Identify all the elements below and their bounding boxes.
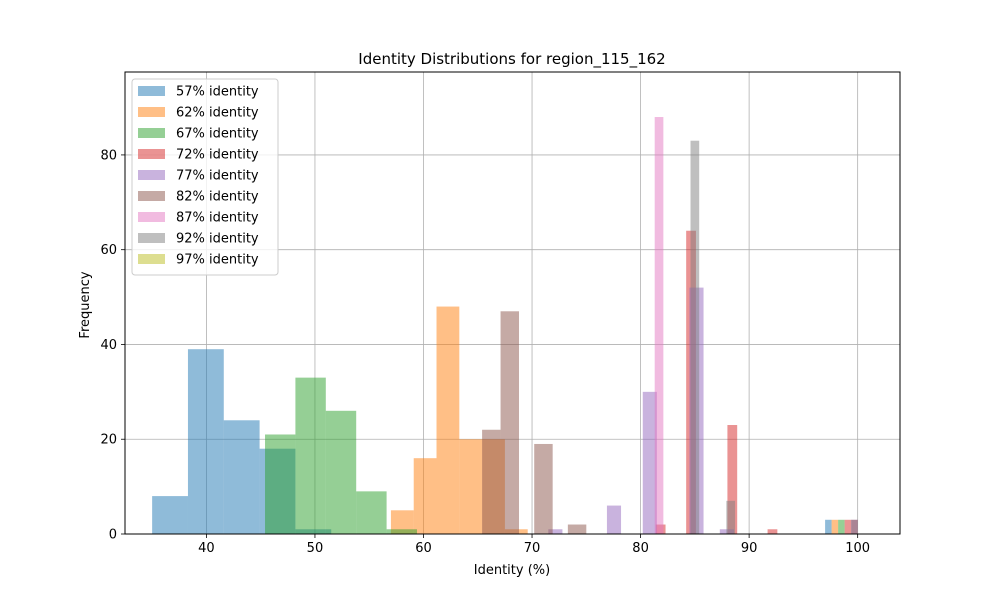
legend-label: 67% identity: [176, 127, 259, 142]
histogram-bar: [851, 519, 858, 534]
y-tick-label: 60: [100, 243, 117, 258]
x-tick-label: 90: [741, 541, 758, 556]
legend-label: 72% identity: [176, 148, 259, 163]
histogram-bar: [548, 529, 563, 534]
histogram-bar: [152, 496, 188, 534]
legend-label: 87% identity: [176, 211, 259, 226]
histogram-bar: [567, 524, 587, 534]
x-tick-label: 50: [307, 541, 324, 556]
series-3-bars: [265, 377, 845, 534]
series-7-bars: [654, 117, 664, 534]
y-tick-label: 40: [100, 338, 117, 353]
histogram-bar: [844, 519, 852, 534]
x-tick-label: 70: [524, 541, 541, 556]
series-8-bars: [690, 140, 736, 534]
legend-box: [131, 78, 279, 276]
x-tick-label: 60: [415, 541, 432, 556]
histogram-bar: [838, 519, 845, 534]
histogram-bar: [727, 425, 738, 534]
histogram-bar: [534, 443, 553, 534]
legend-label: 97% identity: [176, 253, 259, 268]
plot-area-frame: [124, 71, 901, 535]
histogram-bar: [606, 505, 622, 534]
histogram-bar: [325, 410, 357, 534]
histogram-bar: [831, 519, 839, 534]
histogram-bar: [386, 529, 417, 534]
histogram-bar: [265, 434, 296, 534]
histogram-bar: [413, 458, 437, 534]
y-axis-label: Frequency: [78, 271, 93, 338]
legend-label: 77% identity: [176, 169, 259, 184]
histogram-bar: [356, 491, 387, 534]
x-axis-label: Identity (%): [474, 563, 550, 578]
histogram-bar: [187, 349, 224, 534]
histogram-bar: [500, 311, 520, 534]
legend-swatch: [138, 254, 165, 264]
legend-swatch: [138, 149, 165, 159]
y-axis-ticks: 0 20 40 60 80: [100, 148, 125, 543]
y-tick-label: 0: [109, 528, 117, 543]
x-axis-ticks: 40 50 60 70 80 90 100: [198, 534, 870, 556]
histogram-bar: [642, 391, 657, 534]
legend-swatch: [138, 107, 165, 117]
histogram-bar: [482, 429, 501, 534]
series-2-bars: [390, 306, 839, 534]
histogram-bar: [459, 439, 483, 534]
legend-label: 82% identity: [176, 190, 259, 205]
chart-title: Identity Distributions for region_115_16…: [358, 50, 665, 69]
legend-label: 57% identity: [176, 85, 259, 100]
series-5-bars: [548, 287, 858, 534]
legend-swatch: [138, 191, 165, 201]
legend-label: 62% identity: [176, 106, 259, 121]
histogram-bar: [223, 420, 260, 534]
legend-swatch: [138, 233, 165, 243]
histogram-bar: [690, 140, 700, 534]
y-tick-label: 20: [100, 433, 117, 448]
legend-swatch: [138, 128, 165, 138]
histogram-bar: [654, 117, 664, 534]
y-tick-label: 80: [100, 148, 117, 163]
histogram-bars: [152, 117, 858, 534]
legend-swatch: [138, 212, 165, 222]
histogram-bar: [390, 510, 414, 534]
x-tick-label: 80: [632, 541, 649, 556]
histogram-bar: [825, 519, 832, 534]
legend: 57% identity 62% identity 67% identity 72% …: [131, 78, 279, 276]
histogram-bar: [726, 500, 736, 534]
x-tick-label: 100: [845, 541, 870, 556]
histogram-bar: [767, 529, 778, 534]
series-4-bars: [655, 230, 852, 534]
legend-swatch: [138, 86, 165, 96]
x-tick-label: 40: [198, 541, 215, 556]
legend-swatch: [138, 170, 165, 180]
legend-label: 92% identity: [176, 232, 259, 247]
histogram-bar: [295, 377, 326, 534]
series-6-bars: [482, 311, 858, 534]
histogram-bar: [436, 306, 460, 534]
